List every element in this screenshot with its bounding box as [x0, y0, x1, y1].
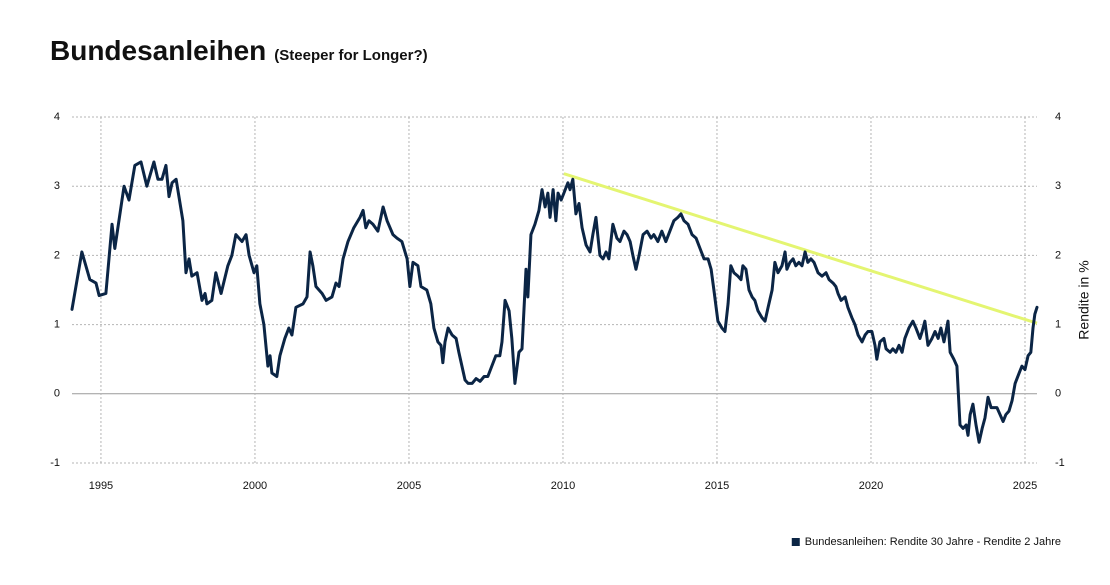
title-text: Bundesanleihen [50, 35, 266, 66]
y2-tick-label: 0 [1055, 388, 1061, 400]
x-tick-label: 2015 [705, 480, 729, 492]
legend-label: Bundesanleihen: Rendite 30 Jahre - Rendi… [805, 536, 1061, 548]
data-line [70, 160, 1039, 444]
y2-tick-label: 3 [1055, 180, 1061, 192]
subtitle-text: (Steeper for Longer?) [274, 47, 427, 64]
y2-axis-title: Rendite in % [1076, 260, 1092, 339]
y-tick-label: -1 [50, 457, 60, 469]
x-tick-label: 2000 [243, 480, 267, 492]
chart-title: Bundesanleihen (Steeper for Longer?) [50, 35, 428, 66]
y-tick-label: 3 [54, 180, 60, 192]
trend-line [563, 172, 1038, 325]
y-tick-label: 1 [54, 319, 60, 331]
y2-tick-label: 4 [1055, 111, 1061, 123]
y2-tick-label: 2 [1055, 249, 1061, 261]
x-tick-label: 1995 [89, 480, 113, 492]
legend-swatch [791, 538, 800, 546]
x-tick-label: 2005 [397, 480, 421, 492]
y-tick-label: 4 [54, 111, 60, 123]
y2-tick-label: 1 [1055, 319, 1061, 331]
y-tick-label: 2 [54, 249, 60, 261]
x-tick-label: 2025 [1013, 480, 1037, 492]
x-tick-label: 2010 [551, 480, 575, 492]
y2-tick-label: -1 [1055, 457, 1065, 469]
y-tick-label: 0 [54, 388, 60, 400]
x-tick-label: 2020 [859, 480, 883, 492]
